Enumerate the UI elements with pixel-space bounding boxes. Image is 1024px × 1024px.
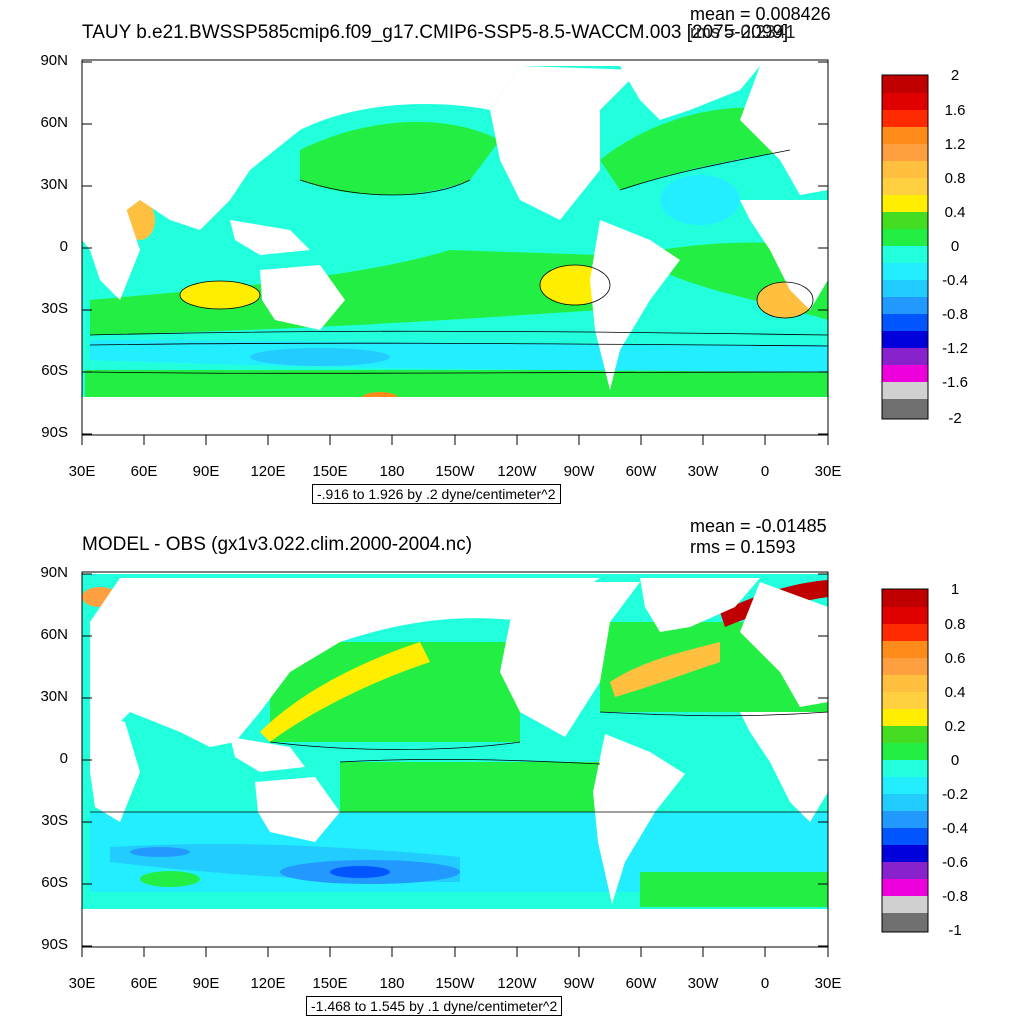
- colorbar-label: 0.8: [944, 170, 966, 187]
- contour-region: [600, 107, 790, 190]
- contour-info: -1.468 to 1.545 by .1 dyne/centimeter^2: [306, 996, 563, 1016]
- lon-label: 150W: [435, 463, 475, 480]
- colorbar-label: 2: [950, 67, 960, 84]
- panel-title: MODEL - OBS (gx1v3.022.clim.2000-2004.nc…: [82, 534, 473, 555]
- contour-region: [660, 175, 740, 225]
- lat-label: 0: [59, 238, 68, 255]
- colorbar-label: -0.2: [942, 786, 968, 803]
- lon-label: 90E: [192, 975, 220, 992]
- colorbar: [881, 74, 929, 420]
- lat-label: 60S: [41, 874, 68, 891]
- colorbar-label: -0.6: [942, 854, 968, 871]
- panel-tauy: TAUY b.e21.BWSSP585cmip6.f09_g17.CMIP6-S…: [40, 4, 968, 504]
- lat-label: 30N: [40, 688, 68, 705]
- lon-label: 90W: [563, 463, 595, 480]
- lon-label: 30W: [687, 463, 719, 480]
- colorbar-label: 0: [950, 238, 960, 255]
- colorbar-label: 0.6: [944, 650, 966, 667]
- land-region: [82, 62, 828, 66]
- lon-label: 30E: [814, 463, 842, 480]
- lon-label: 90E: [192, 463, 220, 480]
- lat-label: 30N: [40, 176, 68, 193]
- lat-label: 30S: [41, 300, 68, 317]
- colorbar-label: 1: [950, 581, 960, 598]
- contour-region: [260, 642, 430, 742]
- contour-lines: [89, 711, 829, 813]
- colorbar-label: 1.2: [944, 136, 966, 153]
- colorbar-label: -1: [948, 922, 962, 939]
- lon-label: 60E: [130, 463, 158, 480]
- lon-label: 150W: [435, 975, 475, 992]
- land-masses: [82, 66, 828, 435]
- contour-region: [90, 340, 828, 372]
- lon-label: 90W: [563, 975, 595, 992]
- contour-region: [330, 866, 390, 878]
- map-svg: [81, 59, 929, 445]
- land-masses: [82, 578, 828, 947]
- colorbar-label: -0.8: [942, 306, 968, 323]
- lon-label: 180: [379, 975, 405, 992]
- lat-label: 0: [59, 750, 68, 767]
- lon-label: 180: [379, 463, 405, 480]
- contour-lines: [89, 149, 829, 374]
- lat-label: 90S: [41, 936, 68, 953]
- lon-label: 30E: [68, 975, 96, 992]
- lon-label: 60W: [625, 975, 657, 992]
- contour-region: [640, 872, 828, 907]
- lon-label: 120E: [250, 975, 286, 992]
- lat-label: 60N: [40, 626, 68, 643]
- colorbar-label: -1.2: [942, 340, 968, 357]
- lon-label: 120W: [497, 975, 537, 992]
- contour-region: [610, 642, 720, 697]
- mean-label: mean = 0.008426: [690, 4, 831, 24]
- colorbar-label: -0.4: [942, 820, 968, 837]
- map-field: [82, 62, 828, 404]
- lon-label: 0: [760, 975, 770, 992]
- contour-region: [300, 121, 500, 195]
- lon-label: 30E: [68, 463, 96, 480]
- contour-info: -.916 to 1.926 by .2 dyne/centimeter^2: [312, 484, 561, 504]
- lon-label: 60W: [625, 463, 657, 480]
- contour-region: [90, 250, 600, 335]
- lon-label: 30E: [814, 975, 842, 992]
- lon-label: 120E: [250, 463, 286, 480]
- contour-region: [180, 281, 260, 309]
- lon-label: 150E: [312, 463, 348, 480]
- rms-label: rms = 0.1593: [690, 537, 796, 557]
- lat-label: 90N: [40, 52, 68, 69]
- panel-model-minus-obs: MODEL - OBS (gx1v3.022.clim.2000-2004.nc…: [0, 512, 1024, 1024]
- lat-label: 60S: [41, 362, 68, 379]
- colorbar-label: 0.2: [944, 718, 966, 735]
- map-svg: [81, 571, 929, 957]
- lat-label: 90N: [40, 564, 68, 581]
- contour-region: [130, 847, 190, 857]
- colorbar-label: -0.4: [942, 272, 968, 289]
- colorbar-label: 0: [950, 752, 960, 769]
- mean-label: mean = -0.01485: [690, 516, 827, 536]
- rms-label: rms = 0.2341: [690, 22, 796, 42]
- contour-region: [250, 348, 390, 366]
- lat-label: 60N: [40, 114, 68, 131]
- colorbar-label: -2: [948, 410, 962, 427]
- colorbar-label: 0.4: [944, 684, 966, 701]
- lat-label: 30S: [41, 812, 68, 829]
- axis-ticks: [81, 573, 829, 957]
- contour-region: [85, 370, 828, 400]
- lat-label: 90S: [41, 424, 68, 441]
- colorbar: [881, 588, 929, 933]
- axis-ticks: [81, 61, 829, 445]
- panel-title: TAUY b.e21.BWSSP585cmip6.f09_g17.CMIP6-S…: [82, 22, 789, 43]
- colorbar-label: 0.4: [944, 204, 966, 221]
- contour-region: [140, 871, 200, 887]
- colorbar-label: -0.8: [942, 888, 968, 905]
- colorbar-label: 1.6: [944, 102, 966, 119]
- lon-label: 120W: [497, 463, 537, 480]
- colorbar-label: 0.8: [944, 616, 966, 633]
- lon-label: 150E: [312, 975, 348, 992]
- lon-label: 0: [760, 463, 770, 480]
- lon-label: 60E: [130, 975, 158, 992]
- contour-region: [270, 642, 520, 742]
- colorbar-label: -1.6: [942, 374, 968, 391]
- lon-label: 30W: [687, 975, 719, 992]
